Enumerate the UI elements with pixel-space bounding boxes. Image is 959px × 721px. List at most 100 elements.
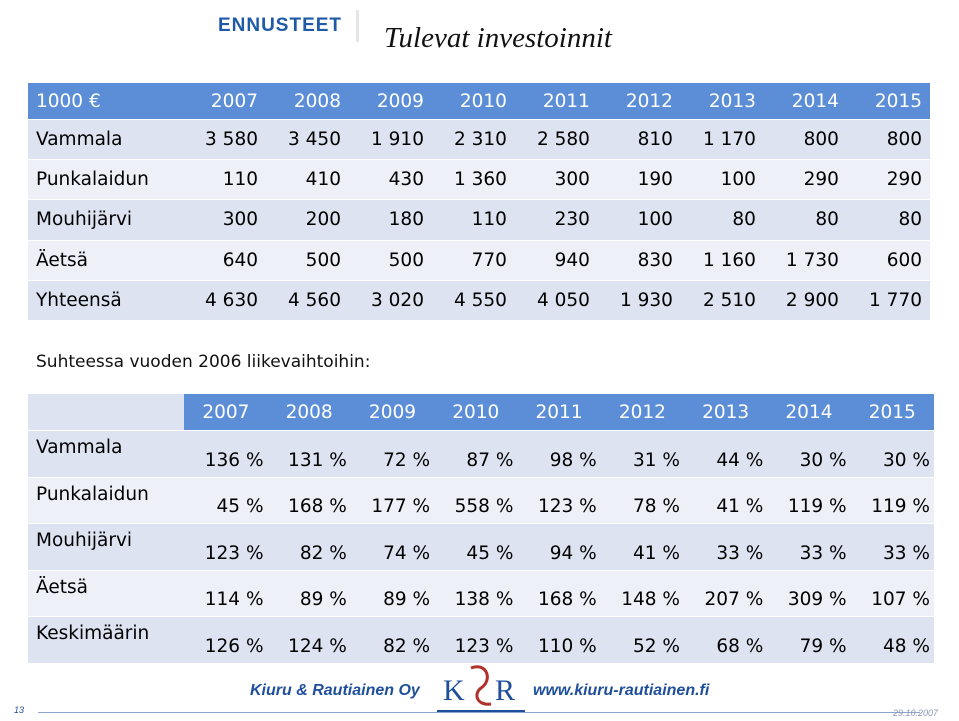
cell: 124 % — [267, 616, 351, 663]
cell: 177 % — [350, 476, 435, 523]
cell: 1 170 — [680, 119, 764, 160]
cell: 89 % — [350, 569, 435, 616]
table-row: Vammala 3 580 3 450 1 910 2 310 2 580 81… — [28, 119, 930, 160]
cell: 800 — [763, 119, 847, 160]
table-row: Punkalaidun 45 % 168 % 177 % 558 % 123 %… — [28, 476, 934, 523]
cell: 33 % — [850, 523, 934, 570]
cell: 600 — [846, 239, 930, 280]
cell: 123 % — [517, 476, 601, 523]
cell: 126 % — [184, 616, 268, 663]
cell: 180 — [348, 199, 432, 240]
relative-table: 2007 2008 2009 2010 2011 2012 2013 2014 … — [28, 393, 934, 663]
cell: 74 % — [350, 523, 435, 570]
cell: 1 770 — [846, 279, 930, 320]
header-year: 2010 — [431, 82, 515, 119]
cell: 80 — [763, 199, 847, 240]
cell: 82 % — [267, 523, 351, 570]
company-name: Kiuru & Rautiainen Oy — [250, 682, 420, 699]
cell: 430 — [348, 159, 432, 200]
cell: 640 — [183, 239, 266, 280]
cell: 80 — [846, 199, 930, 240]
cell: 52 % — [600, 616, 685, 663]
cell: 2 900 — [763, 279, 847, 320]
cell: 3 580 — [183, 119, 266, 160]
table-row: Vammala 136 % 131 % 72 % 87 % 98 % 31 % … — [28, 430, 934, 477]
cell: 119 % — [850, 476, 934, 523]
cell: 1 360 — [431, 159, 515, 200]
relative-header-row: 2007 2008 2009 2010 2011 2012 2013 2014 … — [28, 393, 934, 430]
cell: 230 — [514, 199, 598, 240]
investments-table: 1000 € 2007 2008 2009 2010 2011 2012 201… — [28, 82, 930, 320]
table-row: Punkalaidun 110 410 430 1 360 300 190 10… — [28, 159, 930, 200]
header-year: 2010 — [434, 393, 518, 430]
cell: 45 % — [184, 476, 268, 523]
cell: 810 — [597, 119, 681, 160]
cell: 500 — [266, 239, 349, 280]
logo-swirl-icon — [470, 665, 492, 706]
cell: 940 — [514, 239, 598, 280]
row-label: Punkalaidun — [28, 476, 185, 523]
cell: 309 % — [767, 569, 851, 616]
row-label: Keskimäärin — [28, 616, 185, 663]
cell: 4 630 — [183, 279, 266, 320]
section-badge: ENNUSTEET — [204, 10, 359, 42]
investments-header-row: 1000 € 2007 2008 2009 2010 2011 2012 201… — [28, 82, 930, 119]
header-year: 2015 — [850, 393, 934, 430]
website-link[interactable]: www.kiuru-rautiainen.fi — [533, 682, 710, 699]
relative-section-title: Suhteessa vuoden 2006 liikevaihtoihin: — [36, 352, 371, 372]
header-year: 2013 — [684, 393, 768, 430]
logo-letter-r: R — [495, 674, 515, 707]
cell: 87 % — [434, 430, 518, 477]
header-unit: 1000 € — [28, 82, 184, 119]
row-label: Mouhijärvi — [28, 523, 185, 570]
cell: 4 550 — [431, 279, 515, 320]
cell: 290 — [846, 159, 930, 200]
table-row: Äetsä 114 % 89 % 89 % 138 % 168 % 148 % … — [28, 569, 934, 616]
cell: 107 % — [850, 569, 934, 616]
cell: 138 % — [434, 569, 518, 616]
row-label: Äetsä — [28, 569, 185, 616]
row-label: Äetsä — [28, 239, 184, 280]
cell: 190 — [597, 159, 681, 200]
cell: 168 % — [517, 569, 601, 616]
cell: 33 % — [767, 523, 851, 570]
cell: 110 — [431, 199, 515, 240]
cell: 114 % — [184, 569, 268, 616]
table-row-average: Keskimäärin 126 % 124 % 82 % 123 % 110 %… — [28, 616, 934, 663]
header-year: 2009 — [350, 393, 435, 430]
footer-date: 29.10.2007 — [893, 708, 939, 718]
table-row: Äetsä 640 500 500 770 940 830 1 160 1 73… — [28, 239, 930, 280]
cell: 48 % — [850, 616, 934, 663]
cell: 123 % — [184, 523, 268, 570]
header-blank-cell — [28, 393, 185, 430]
header-year: 2013 — [680, 82, 764, 119]
cell: 41 % — [600, 523, 685, 570]
cell: 79 % — [767, 616, 851, 663]
cell: 1 930 — [597, 279, 681, 320]
header-year: 2007 — [183, 82, 266, 119]
cell: 33 % — [684, 523, 768, 570]
cell: 78 % — [600, 476, 685, 523]
cell: 119 % — [767, 476, 851, 523]
cell: 100 — [597, 199, 681, 240]
cell: 2 510 — [680, 279, 764, 320]
cell: 30 % — [850, 430, 934, 477]
cell: 98 % — [517, 430, 601, 477]
row-label: Vammala — [28, 119, 184, 160]
cell: 290 — [763, 159, 847, 200]
cell: 558 % — [434, 476, 518, 523]
cell: 110 % — [517, 616, 601, 663]
cell: 1 910 — [348, 119, 432, 160]
header-year: 2012 — [600, 393, 685, 430]
header-year: 2014 — [763, 82, 847, 119]
table-row: Mouhijärvi 300 200 180 110 230 100 80 80… — [28, 199, 930, 240]
table-row-total: Yhteensä 4 630 4 560 3 020 4 550 4 050 1… — [28, 279, 930, 320]
header-year: 2011 — [517, 393, 601, 430]
cell: 68 % — [684, 616, 768, 663]
cell: 410 — [266, 159, 349, 200]
row-label: Yhteensä — [28, 279, 184, 320]
table-row: Mouhijärvi 123 % 82 % 74 % 45 % 94 % 41 … — [28, 523, 934, 570]
cell: 770 — [431, 239, 515, 280]
row-label: Mouhijärvi — [28, 199, 184, 240]
company-logo: K R — [437, 665, 525, 712]
